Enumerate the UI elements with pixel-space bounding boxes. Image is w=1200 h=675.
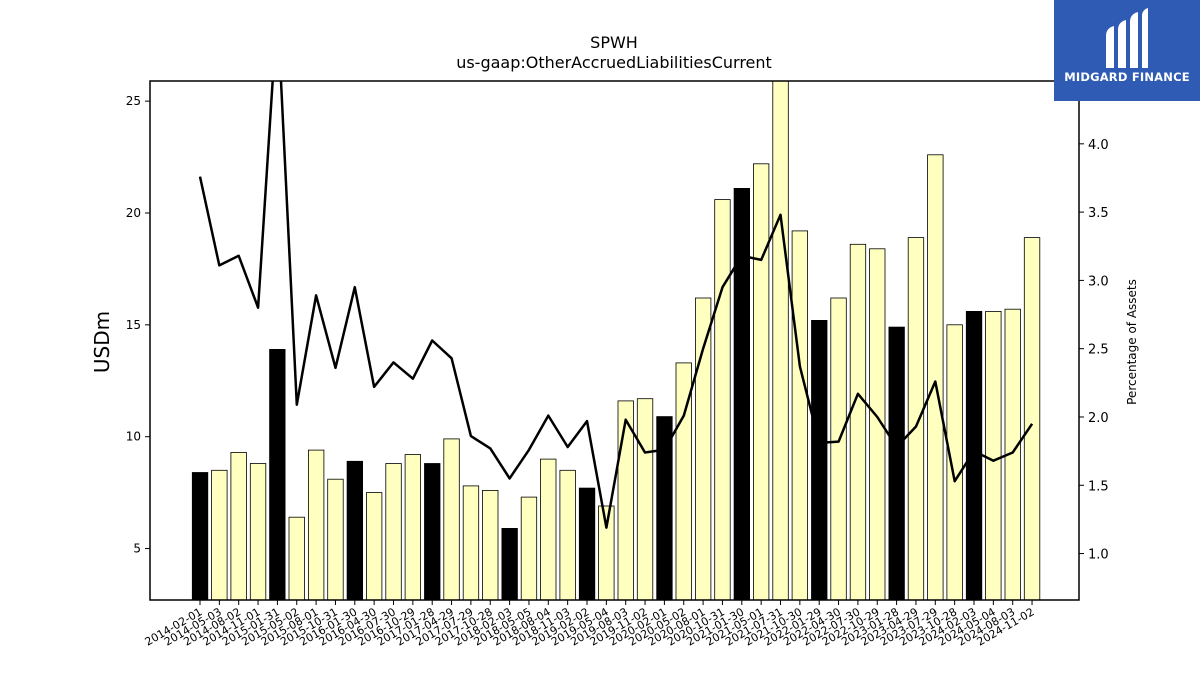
bar	[636, 398, 654, 601]
y-axis-left: 5 10 15 20 25	[126, 94, 150, 556]
bar	[985, 310, 1002, 601]
bar	[791, 230, 808, 601]
y-left-tick-label: 15	[126, 318, 141, 332]
bar	[230, 451, 247, 601]
bar	[772, 80, 789, 601]
bar	[307, 449, 325, 601]
bar	[907, 237, 925, 601]
bar	[424, 463, 441, 601]
bar	[288, 516, 305, 601]
midgard-finance-logo: MIDGARD FINANCE	[1054, 0, 1200, 101]
bar	[830, 297, 847, 601]
bar	[443, 438, 460, 601]
bar	[849, 243, 867, 601]
y-right-tick-label: 2.0	[1088, 411, 1109, 426]
y-right-tick-label: 1.0	[1088, 548, 1109, 563]
bar	[927, 154, 944, 601]
bar	[656, 416, 673, 601]
y-left-tick-label: 20	[126, 206, 141, 220]
y-left-tick-label: 25	[126, 94, 141, 108]
logo-mark-icon	[1106, 8, 1148, 68]
y-axis-right: 1.0 1.5 2.0 2.5 3.0 3.5 4.0	[1079, 138, 1109, 563]
y-right-tick-label: 1.5	[1088, 479, 1109, 494]
bar	[695, 297, 712, 601]
bar	[385, 463, 402, 601]
bar	[462, 485, 480, 601]
bar	[211, 469, 228, 601]
bar	[249, 463, 267, 601]
logo-text: MIDGARD FINANCE	[1064, 70, 1190, 84]
y-right-tick-label: 3.0	[1088, 274, 1109, 289]
y-right-tick-label: 4.0	[1088, 138, 1109, 153]
bar	[540, 458, 557, 601]
chart-title: SPWH	[590, 33, 638, 52]
y-right-tick-label: 3.5	[1088, 206, 1109, 221]
bar	[733, 187, 750, 601]
bar	[365, 492, 383, 601]
chart-subtitle: us-gaap:OtherAccruedLiabilitiesCurrent	[456, 53, 772, 72]
series-line	[198, 81, 1034, 529]
plot-frame	[149, 80, 1080, 601]
bar	[1023, 237, 1041, 601]
bar	[598, 505, 615, 601]
bar	[327, 478, 344, 601]
bar	[811, 319, 828, 601]
line-layer	[198, 81, 1034, 529]
bar	[578, 487, 596, 601]
x-axis: 2014-02-012014-05-032014-08-022014-11-01…	[143, 600, 1037, 649]
bar	[946, 324, 963, 601]
bar	[346, 460, 364, 601]
bars-layer	[191, 80, 1041, 601]
bar	[714, 199, 731, 601]
y-left-tick-label: 10	[126, 430, 141, 444]
bar	[753, 163, 770, 601]
bar	[520, 496, 538, 601]
bar	[269, 348, 286, 601]
bar	[191, 472, 209, 601]
y-axis-left-label: USDm	[90, 311, 114, 373]
bar	[888, 326, 905, 601]
bar	[559, 469, 576, 601]
y-axis-right-label: Percentage of Assets	[1125, 279, 1139, 405]
bar	[482, 489, 499, 601]
bar	[404, 454, 422, 601]
bar	[501, 528, 518, 601]
y-left-tick-label: 5	[133, 542, 141, 556]
y-right-tick-label: 2.5	[1088, 343, 1109, 358]
bar	[965, 310, 983, 601]
